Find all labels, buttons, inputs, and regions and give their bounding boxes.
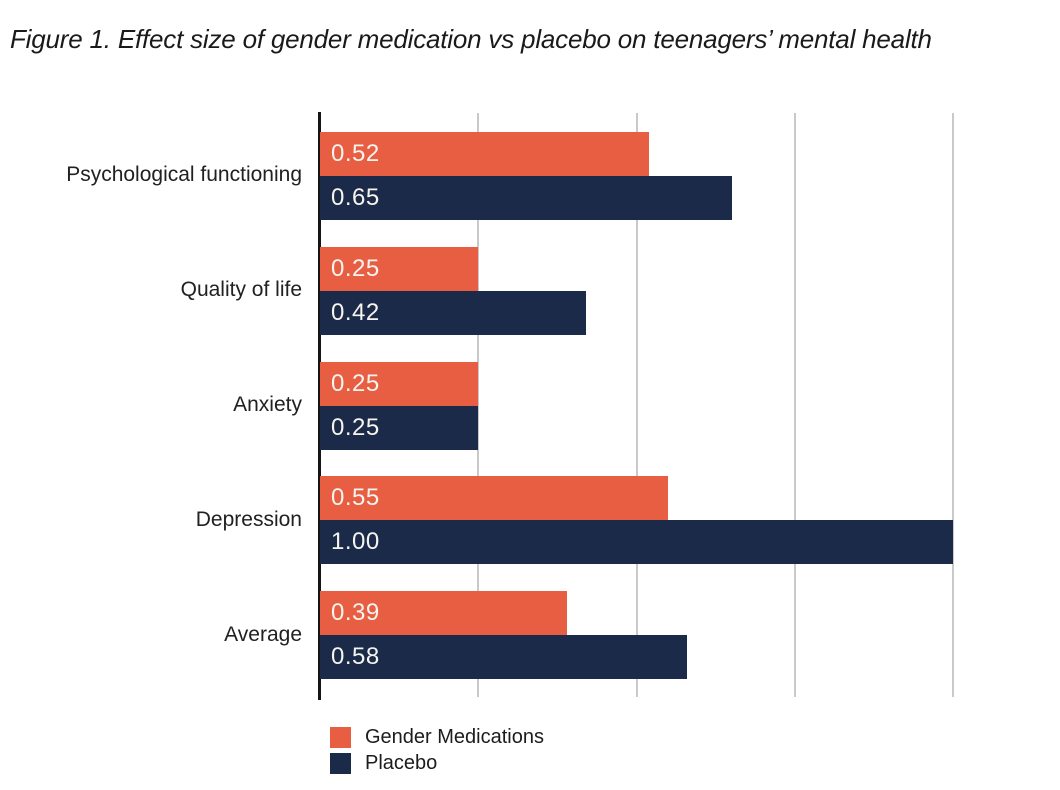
- bar-placebo-quality-of-life: 0.42: [320, 290, 587, 335]
- bar-value-label: 0.25: [331, 254, 380, 282]
- legend-swatch-placebo: [330, 753, 351, 774]
- gridline: [952, 113, 955, 697]
- legend-label: Placebo: [365, 752, 438, 774]
- bar-value-label: 0.58: [331, 643, 380, 671]
- bar-gender-medications-depression: 0.55: [320, 476, 669, 521]
- bar-gender-medications-average: 0.39: [320, 591, 568, 636]
- gridline: [477, 113, 480, 697]
- legend-item-placebo: Placebo: [330, 752, 544, 775]
- bar-value-label: 1.00: [331, 528, 380, 556]
- bar-gender-medications-anxiety: 0.25: [320, 361, 479, 406]
- plot-area: 0.52 0.65 0.25 0.42 0.25 0.25 0.55 1.00 0.39 0.58: [320, 113, 1058, 697]
- category-label-psychological-functioning: Psychological functioning: [66, 163, 302, 187]
- bar-value-label: 0.25: [331, 413, 380, 441]
- bar-value-label: 0.55: [331, 484, 380, 512]
- legend-item-gender-medications: Gender Medications: [330, 726, 544, 749]
- bar-placebo-depression: 1.00: [320, 520, 954, 565]
- bar-placebo-anxiety: 0.25: [320, 405, 479, 450]
- gridline: [635, 113, 638, 697]
- bar-placebo-average: 0.58: [320, 635, 688, 680]
- category-label-anxiety: Anxiety: [233, 393, 302, 416]
- bar-value-label: 0.65: [331, 184, 380, 211]
- legend-swatch-gender-medications: [330, 727, 351, 748]
- category-axis: Psychological functioning Quality of life…: [0, 118, 302, 692]
- bar-value-label: 0.52: [331, 140, 380, 167]
- bar-gender-medications-quality-of-life: 0.25: [320, 246, 479, 291]
- y-axis-line: [318, 112, 321, 700]
- legend: Gender Medications Placebo: [330, 726, 544, 778]
- figure-title: Figure 1. Effect size of gender medicati…: [10, 24, 932, 54]
- category-label-depression: Depression: [195, 507, 302, 531]
- bar-value-label: 0.39: [331, 599, 380, 627]
- legend-label: Gender Medications: [365, 726, 544, 748]
- category-label-average: Average: [224, 622, 302, 646]
- gridline: [794, 113, 797, 697]
- bar-placebo-psychological-functioning: 0.65: [320, 176, 732, 220]
- bar-value-label: 0.42: [331, 298, 380, 326]
- bar-value-label: 0.25: [331, 369, 380, 397]
- bar-gender-medications-psychological-functioning: 0.52: [320, 132, 650, 176]
- category-label-quality-of-life: Quality of life: [180, 278, 302, 302]
